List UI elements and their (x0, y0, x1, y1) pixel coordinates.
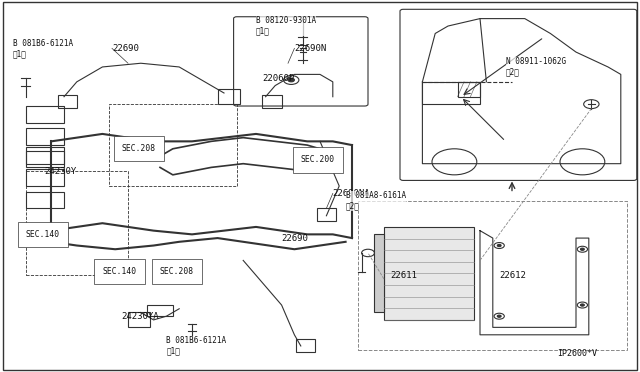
Text: SEC.140: SEC.140 (102, 267, 136, 276)
Bar (26, 147, 64, 164)
Text: SEC.140: SEC.140 (26, 230, 60, 239)
Text: IP2600*V: IP2600*V (557, 349, 596, 358)
Text: N 08911-1062G
　2、: N 08911-1062G 2、 (506, 57, 566, 77)
Circle shape (497, 315, 501, 317)
Text: 22690NA: 22690NA (333, 189, 371, 198)
Text: 22611: 22611 (390, 271, 417, 280)
Text: 22690: 22690 (112, 44, 139, 53)
Bar (58, 95, 77, 108)
Text: 22612: 22612 (499, 271, 526, 280)
Circle shape (580, 248, 584, 250)
Bar (26, 128, 64, 145)
Circle shape (580, 304, 584, 306)
Bar (147, 305, 173, 316)
Bar (422, 82, 480, 104)
Circle shape (288, 78, 294, 82)
Text: SEC.208: SEC.208 (160, 267, 194, 276)
Text: SEC.208: SEC.208 (122, 144, 156, 153)
Text: B 08120-9301A
　1、: B 08120-9301A 1、 (256, 16, 316, 36)
Text: 24230YA: 24230YA (122, 312, 159, 321)
Circle shape (497, 244, 501, 247)
Bar (384, 227, 474, 320)
Bar (26, 171, 128, 275)
Text: B 081B6-6121A
　1、: B 081B6-6121A 1、 (13, 39, 73, 58)
Text: SEC.140: SEC.140 (26, 230, 61, 239)
Text: B 081A8-6161A
　2、: B 081A8-6161A 2、 (346, 191, 406, 211)
Text: 22060P: 22060P (262, 74, 294, 83)
Bar (128, 312, 150, 327)
Text: 22690N: 22690N (294, 44, 326, 53)
Bar (26, 151, 64, 167)
Bar (26, 169, 64, 186)
Bar (458, 82, 480, 97)
Text: B 081B6-6121A
　1、: B 081B6-6121A 1、 (166, 336, 227, 356)
Text: 22690: 22690 (282, 234, 308, 243)
Text: SEC.140: SEC.140 (102, 267, 138, 276)
Bar (109, 104, 237, 186)
Text: SEC.200: SEC.200 (301, 152, 336, 161)
Bar (262, 95, 282, 108)
Text: SEC.208: SEC.208 (160, 267, 195, 276)
Bar (26, 192, 64, 208)
Bar (358, 201, 627, 350)
Bar (374, 234, 384, 312)
Text: SEC.200: SEC.200 (301, 155, 335, 164)
Text: SEC.208: SEC.208 (122, 144, 157, 153)
Bar (218, 89, 240, 104)
Bar (296, 339, 315, 352)
Bar (26, 106, 64, 123)
Bar (317, 208, 336, 221)
Text: 24230Y: 24230Y (45, 167, 77, 176)
